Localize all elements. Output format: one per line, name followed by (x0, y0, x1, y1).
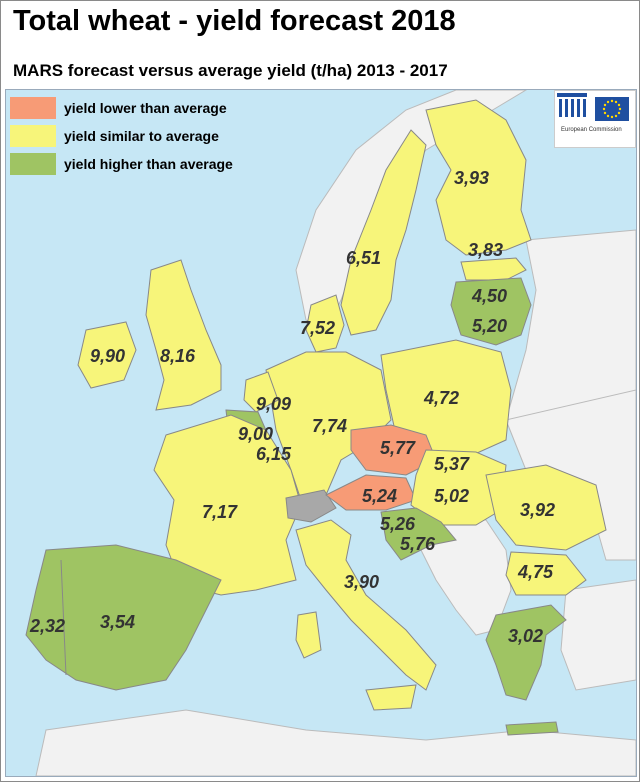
italy-shape (295, 519, 437, 691)
map-subtitle: MARS forecast versus average yield (t/ha… (13, 61, 448, 80)
value-italy: 3,90 (344, 572, 380, 592)
commission-building-icon (557, 93, 587, 117)
legend-label-higher: yield higher than average (64, 156, 233, 172)
sardinia-shape (295, 611, 322, 659)
switzerland-shape (285, 489, 337, 523)
portugal-border (60, 559, 67, 676)
legend-item-lower: yield lower than average (10, 94, 233, 122)
value-france: 7,17 (202, 502, 238, 522)
value-luxembourg: 6,15 (256, 444, 292, 464)
value-portugal: 2,32 (30, 616, 66, 636)
value-poland: 4,72 (424, 388, 460, 408)
balkans-shape (420, 519, 512, 636)
value-sweden: 6,51 (346, 248, 382, 268)
value-bulgaria: 4,75 (518, 562, 554, 582)
north-africa-shape (35, 709, 636, 776)
slovakia-hungary-shape (410, 449, 507, 526)
estonia-shape (460, 257, 527, 281)
turkey-shape (560, 579, 636, 691)
map-area: yield lower than average yield similar t… (5, 89, 637, 777)
value-germany: 7,74 (312, 416, 348, 436)
france-shape (153, 414, 302, 596)
ireland-shape (77, 321, 137, 389)
value-latvia: 4,50 (472, 286, 508, 306)
value-slovenia: 5,26 (380, 514, 416, 534)
legend-item-higher: yield higher than average (10, 150, 233, 178)
sicily-shape (365, 684, 417, 711)
legend-swatch-higher (10, 153, 56, 175)
value-spain: 3,54 (100, 612, 136, 632)
poland-shape (380, 339, 512, 459)
value-lithuania: 5,20 (472, 316, 508, 336)
value-estonia: 3,83 (468, 240, 504, 260)
denmark-shape (305, 294, 345, 353)
value-hungary: 5,02 (434, 486, 470, 506)
legend-swatch-similar (10, 125, 56, 147)
uk-shape (145, 259, 222, 411)
slovenia-croatia-shape (380, 507, 457, 561)
legend-swatch-lower (10, 97, 56, 119)
value-uk: 8,16 (160, 346, 196, 366)
latvia-lithuania-shape (450, 277, 532, 346)
map-title: Total wheat - yield forecast 2018 (13, 5, 456, 37)
value-finland: 3,93 (454, 168, 490, 188)
value-czechia: 5,77 (380, 438, 416, 458)
legend-label-lower: yield lower than average (64, 100, 227, 116)
romania-shape (485, 464, 607, 551)
europe-map (25, 90, 636, 776)
sweden-shape (340, 129, 427, 336)
value-slovakia: 5,37 (434, 454, 470, 474)
value-austria: 5,24 (362, 486, 398, 506)
value-greece: 3,02 (508, 626, 544, 646)
logo-text: European Commission (561, 127, 622, 133)
greece-shape (485, 604, 567, 701)
european-commission-logo: European Commission (554, 90, 636, 148)
value-belgium: 9,00 (238, 424, 274, 444)
finland-shape (425, 99, 532, 256)
legend-label-similar: yield similar to average (64, 128, 219, 144)
legend-item-similar: yield similar to average (10, 122, 233, 150)
value-romania: 3,92 (520, 500, 556, 520)
legend: yield lower than average yield similar t… (10, 94, 233, 178)
value-ireland: 9,90 (90, 346, 126, 366)
crete-shape (505, 721, 559, 736)
eu-flag-icon (595, 97, 629, 121)
value-denmark: 7,52 (300, 318, 336, 338)
value-netherlands: 9,09 (256, 394, 292, 414)
bulgaria-shape (505, 551, 587, 596)
iberia-shape (25, 544, 222, 691)
value-croatia: 5,76 (400, 534, 436, 554)
netherlands-shape (243, 371, 279, 413)
